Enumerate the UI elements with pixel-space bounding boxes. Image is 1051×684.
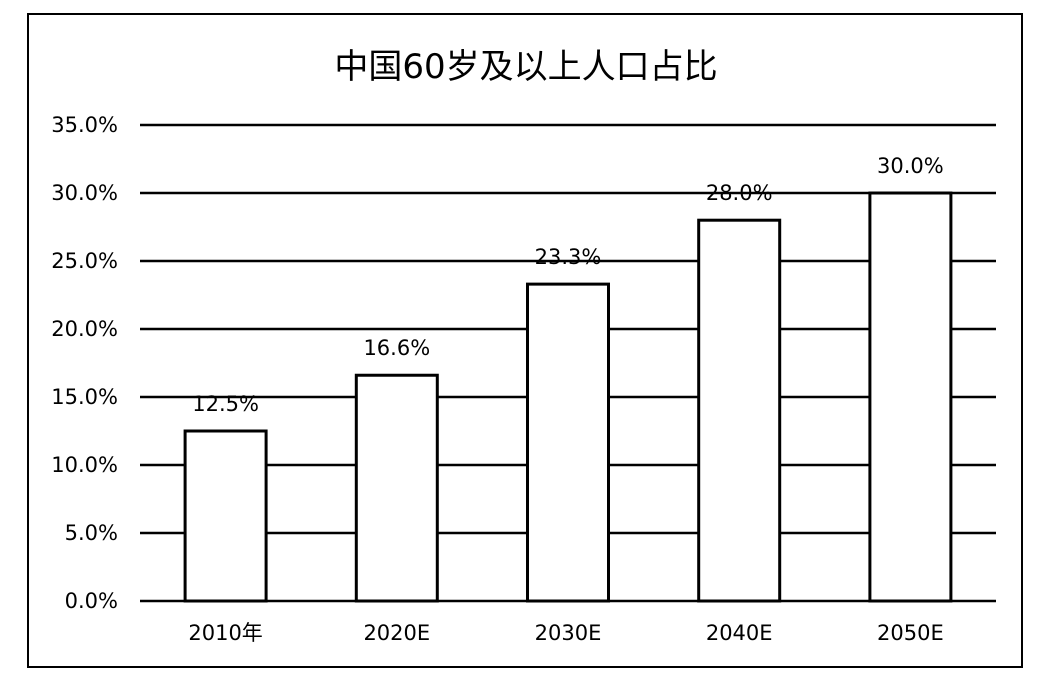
chart-title: 中国60岁及以上人口占比 (334, 47, 717, 87)
data-label: 16.6% (363, 336, 430, 360)
bar (183, 429, 268, 603)
y-tick-label: 35.0% (51, 113, 118, 137)
x-tick-label: 2040E (706, 621, 773, 645)
x-tick-label: 2010年 (188, 621, 262, 645)
y-tick-label: 15.0% (51, 385, 118, 409)
x-tick-label: 2030E (535, 621, 602, 645)
data-label: 30.0% (877, 154, 944, 178)
data-label: 23.3% (535, 245, 602, 269)
data-label: 28.0% (706, 181, 773, 205)
bar (697, 218, 782, 603)
data-labels: 12.5% 16.6% 23.3% 28.0% 30.0% (192, 154, 944, 416)
bar (868, 191, 953, 603)
y-axis-tick-labels: 0.0% 5.0% 10.0% 15.0% 20.0% 25.0% 30.0% 35.0% (51, 113, 118, 613)
y-tick-label: 0.0% (65, 589, 118, 613)
bars (183, 191, 953, 603)
y-tick-label: 20.0% (51, 317, 118, 341)
y-tick-label: 5.0% (65, 521, 118, 545)
bar (526, 282, 610, 603)
bar (354, 373, 439, 603)
x-tick-label: 2050E (877, 621, 944, 645)
y-tick-label: 10.0% (51, 453, 118, 477)
x-axis-category-labels: 2010年 2020E 2030E 2040E 2050E (188, 621, 943, 645)
y-tick-label: 25.0% (51, 249, 118, 273)
x-tick-label: 2020E (363, 621, 430, 645)
data-label: 12.5% (192, 392, 259, 416)
y-tick-label: 30.0% (51, 181, 118, 205)
